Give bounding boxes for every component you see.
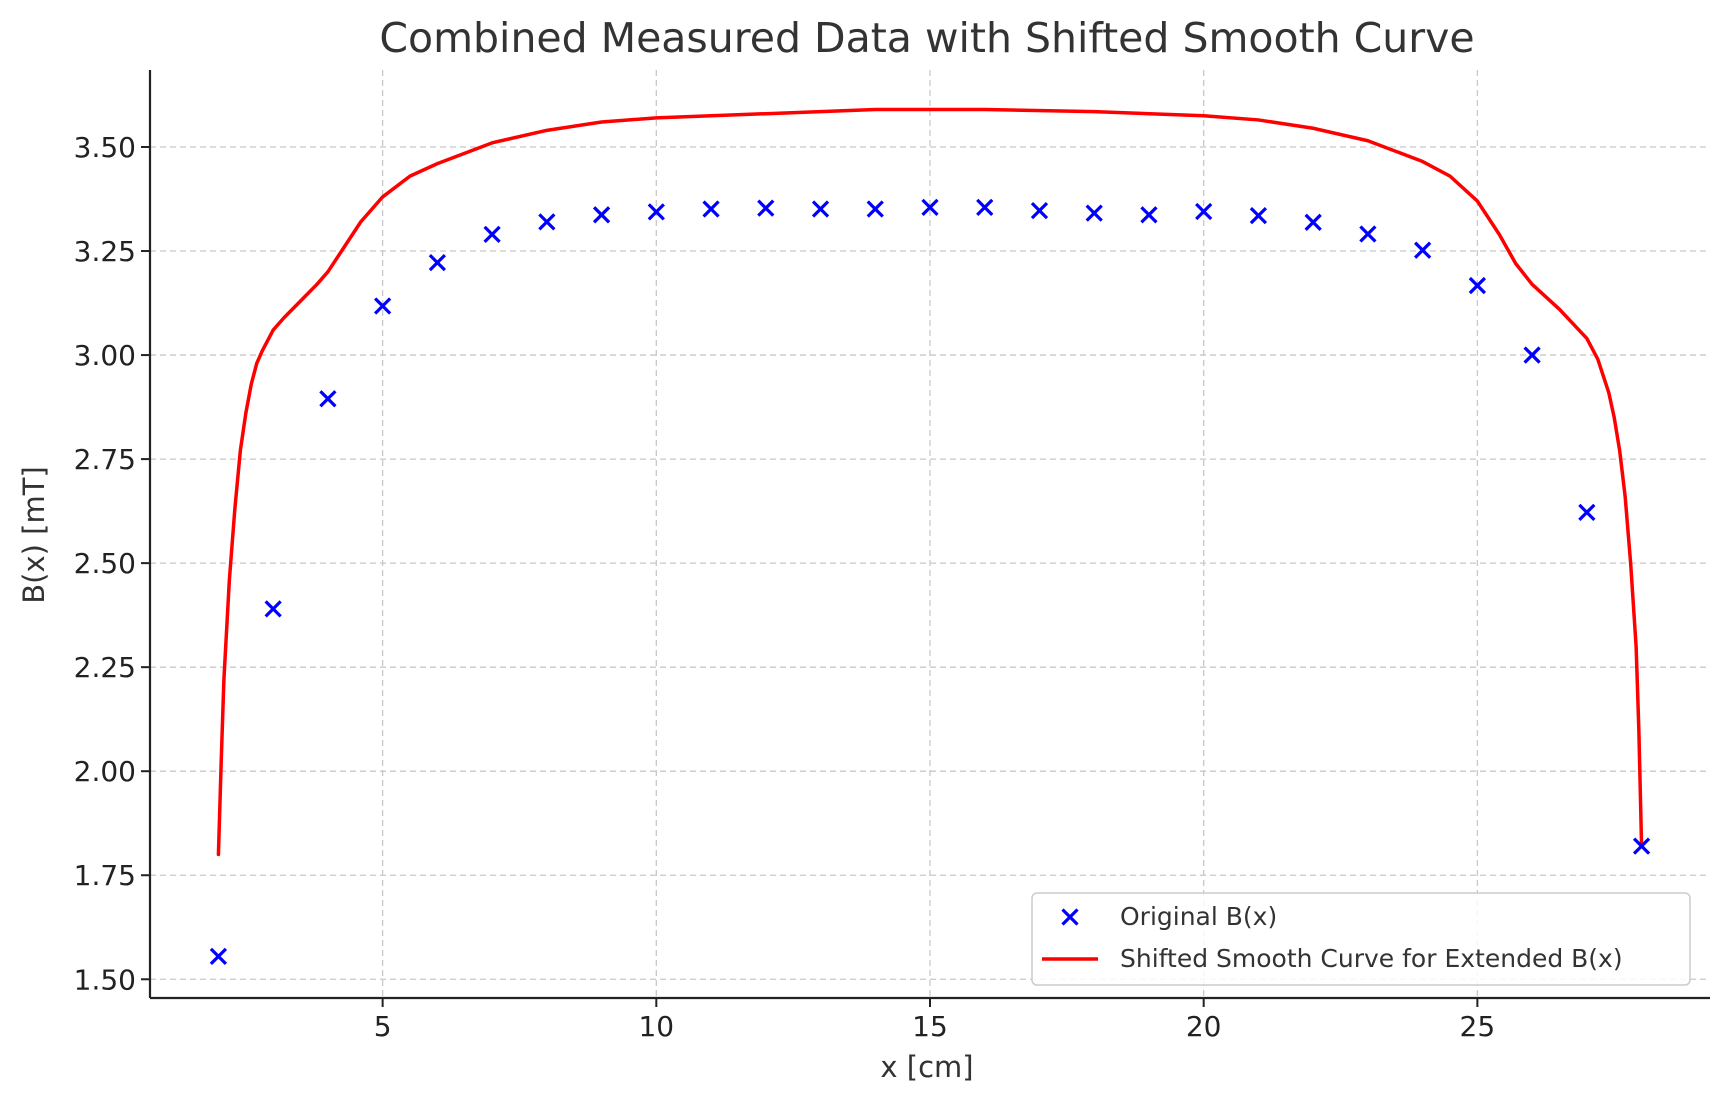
- legend: Original B(x) Shifted Smooth Curve for E…: [1031, 892, 1691, 986]
- marker-stroke: [647, 203, 665, 221]
- data-point: [1249, 207, 1268, 225]
- data-point: [1578, 503, 1596, 521]
- y-tick-label: 1.50: [74, 963, 136, 996]
- marker-stroke: [592, 206, 611, 224]
- y-tick-label: 2.25: [74, 651, 136, 684]
- data-point: [811, 200, 830, 218]
- marker-stroke: [976, 198, 994, 216]
- marker-stroke: [319, 390, 337, 408]
- marker-stroke: [1468, 276, 1486, 295]
- x-tick-label: 15: [912, 1010, 948, 1043]
- marker-stroke: [1578, 503, 1596, 521]
- marker-stroke: [1249, 207, 1268, 225]
- data-point: [647, 203, 665, 221]
- legend-box: [1031, 892, 1691, 986]
- chart-title: Combined Measured Data with Shifted Smoo…: [379, 14, 1474, 62]
- data-point: [1632, 837, 1651, 855]
- data-point: [592, 206, 611, 224]
- y-tick-label: 2.75: [74, 443, 136, 476]
- data-point: [428, 254, 446, 272]
- data-point: [976, 198, 994, 216]
- smooth-curve-line: [216, 107, 1644, 857]
- data-point: [921, 198, 939, 216]
- marker-stroke: [1414, 241, 1432, 259]
- data-point: [1523, 346, 1541, 364]
- marker-stroke: [1632, 837, 1651, 855]
- data-point: [702, 200, 720, 218]
- x-axis-label: x [cm]: [880, 1050, 973, 1084]
- data-point: [1414, 241, 1432, 259]
- marker-stroke: [209, 947, 228, 966]
- plot-series: [209, 107, 1651, 966]
- x-tick-label: 20: [1186, 1010, 1222, 1043]
- grid-lines: [150, 70, 1710, 998]
- y-tick-label: 3.00: [74, 339, 136, 372]
- data-point: [1140, 206, 1158, 224]
- data-point: [1195, 202, 1213, 221]
- marker-stroke: [1030, 202, 1049, 220]
- legend-label-smooth-curve: Shifted Smooth Curve for Extended B(x): [1120, 944, 1623, 973]
- y-tick-label: 3.25: [74, 235, 136, 268]
- legend-label-original: Original B(x): [1120, 902, 1277, 931]
- y-axis-ticks: 1.50 1.75 2.00 2.25 2.50 2.75 3.00 3.25 3.50: [74, 131, 150, 996]
- data-point: [483, 225, 501, 244]
- marker-stroke: [757, 199, 775, 217]
- marker-stroke: [374, 297, 392, 315]
- x-axis-ticks: 5 10 15 20 25: [374, 998, 1495, 1043]
- data-point: [1030, 202, 1049, 220]
- marker-stroke: [264, 600, 282, 618]
- marker-stroke: [1061, 908, 1079, 926]
- legend-x-marker: [1061, 908, 1079, 926]
- data-point: [866, 200, 884, 218]
- data-point: [1359, 225, 1377, 243]
- marker-stroke: [538, 213, 556, 231]
- x-tick-label: 25: [1460, 1010, 1496, 1043]
- marker-stroke: [811, 200, 830, 218]
- marker-stroke: [1085, 204, 1103, 222]
- data-point: [1468, 276, 1486, 295]
- x-tick-label: 10: [638, 1010, 674, 1043]
- data-point: [374, 297, 392, 315]
- data-point: [319, 390, 337, 408]
- marker-stroke: [866, 200, 884, 218]
- marker-stroke: [702, 200, 720, 218]
- marker-stroke: [1195, 202, 1213, 221]
- data-point: [209, 947, 228, 966]
- data-point: [757, 199, 775, 217]
- data-point: [264, 600, 282, 618]
- marker-stroke: [483, 225, 501, 244]
- x-tick-label: 5: [374, 1010, 392, 1043]
- data-point: [538, 213, 556, 231]
- data-point: [1085, 204, 1103, 222]
- marker-stroke: [921, 198, 939, 216]
- y-tick-label: 3.50: [74, 131, 136, 164]
- y-tick-label: 2.00: [74, 755, 136, 788]
- marker-stroke: [1140, 206, 1158, 224]
- y-tick-label: 2.50: [74, 547, 136, 580]
- data-point: [1304, 213, 1322, 231]
- y-tick-label: 1.75: [74, 859, 136, 892]
- legend-marker-scatter: [1061, 908, 1079, 926]
- marker-stroke: [1359, 225, 1377, 243]
- marker-stroke: [428, 254, 446, 272]
- marker-stroke: [1523, 346, 1541, 364]
- marker-stroke: [1304, 213, 1322, 231]
- y-axis-label: B(x) [mT]: [17, 466, 51, 604]
